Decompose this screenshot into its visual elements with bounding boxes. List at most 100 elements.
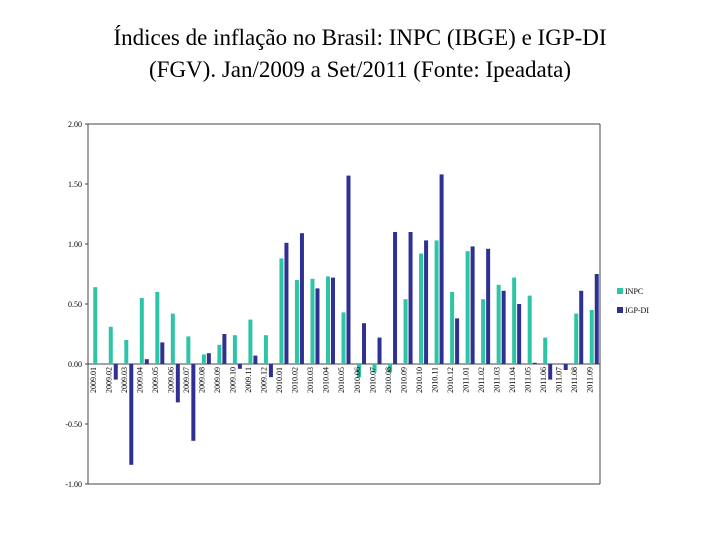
x-tick-label: 2010.03 xyxy=(306,367,315,393)
bar-inpc xyxy=(574,313,579,364)
y-tick-label: 2.00 xyxy=(68,120,82,129)
bar-inpc xyxy=(263,335,268,364)
x-tick-label: 2010.08 xyxy=(384,367,393,393)
bar-igp-di xyxy=(563,364,568,370)
bar-igp-di xyxy=(579,290,584,364)
x-tick-label: 2009.06 xyxy=(167,367,176,393)
bar-igp-di xyxy=(206,353,211,364)
x-tick-label: 2010.06 xyxy=(353,367,362,393)
bar-igp-di xyxy=(517,304,522,364)
bar-igp-di xyxy=(532,362,537,364)
x-tick-label: 2011.08 xyxy=(570,367,579,393)
y-tick-label: -0.50 xyxy=(65,420,82,429)
x-tick-label: 2009.01 xyxy=(89,367,98,393)
x-tick-label: 2010.07 xyxy=(368,367,377,393)
bar-inpc xyxy=(170,313,175,364)
bar-igp-di xyxy=(377,337,382,364)
bar-inpc xyxy=(294,280,299,364)
x-tick-label: 2010.01 xyxy=(275,367,284,393)
y-tick-label: -1.00 xyxy=(65,480,82,489)
x-tick-label: 2011.07 xyxy=(554,367,563,393)
bar-igp-di xyxy=(284,242,289,364)
bar-igp-di xyxy=(486,248,491,364)
bar-igp-di xyxy=(439,174,444,364)
bar-inpc xyxy=(357,364,362,378)
bar-inpc xyxy=(419,253,424,364)
bar-inpc xyxy=(589,310,594,364)
bar-inpc xyxy=(372,364,377,373)
x-tick-label: 2011.05 xyxy=(523,367,532,393)
legend-swatch xyxy=(617,307,623,313)
bar-inpc xyxy=(124,340,129,364)
bar-igp-di xyxy=(346,175,351,364)
chart-title-line-1: Índices de inflação no Brasil: INPC (IBG… xyxy=(113,25,607,50)
legend-label: INPC xyxy=(625,287,643,296)
x-tick-label: 2010.05 xyxy=(337,367,346,393)
x-tick-label: 2010.04 xyxy=(322,367,331,393)
x-tick-label: 2009.04 xyxy=(136,367,145,393)
x-tick-label: 2009.09 xyxy=(213,367,222,393)
x-tick-label: 2011.01 xyxy=(461,367,470,393)
bar-inpc xyxy=(248,319,253,364)
bar-igp-di xyxy=(160,342,165,364)
x-tick-label: 2011.06 xyxy=(539,367,548,393)
bar-inpc xyxy=(139,298,144,364)
bar-inpc xyxy=(388,364,393,373)
bar-igp-di xyxy=(408,232,413,364)
legend-swatch xyxy=(617,288,623,294)
bar-igp-di xyxy=(113,364,118,380)
bar-igp-di xyxy=(424,240,429,364)
bar-igp-di xyxy=(315,288,320,364)
y-tick-label: 1.00 xyxy=(68,240,82,249)
bar-inpc xyxy=(310,278,315,364)
bar-igp-di xyxy=(191,364,196,441)
x-tick-label: 2009.11 xyxy=(244,367,253,393)
x-tick-label: 2010.12 xyxy=(446,367,455,393)
bar-inpc xyxy=(450,292,455,364)
x-tick-label: 2009.05 xyxy=(151,367,160,393)
bar-inpc xyxy=(512,277,517,364)
bar-inpc xyxy=(434,240,439,364)
x-tick-label: 2011.04 xyxy=(508,367,517,393)
bar-inpc xyxy=(217,344,222,364)
bar-igp-di xyxy=(548,364,553,380)
bar-inpc xyxy=(341,312,346,364)
bar-igp-di xyxy=(330,277,335,364)
bar-inpc xyxy=(325,276,330,364)
x-tick-label: 2010.09 xyxy=(399,367,408,393)
x-tick-label: 2010.02 xyxy=(291,367,300,393)
bar-inpc xyxy=(465,251,470,364)
x-tick-label: 2011.09 xyxy=(585,367,594,393)
x-tick-label: 2009.08 xyxy=(198,367,207,393)
bar-inpc xyxy=(543,337,548,364)
bar-igp-di xyxy=(253,355,258,364)
x-tick-label: 2010.10 xyxy=(415,367,424,393)
bar-igp-di xyxy=(175,364,180,403)
bar-igp-di xyxy=(362,323,367,364)
bar-igp-di xyxy=(144,359,149,364)
x-tick-label: 2009.02 xyxy=(105,367,114,393)
bar-inpc xyxy=(93,287,98,364)
chart-title-line-2: (FGV). Jan/2009 a Set/2011 (Fonte: Ipead… xyxy=(149,57,571,82)
bar-igp-di xyxy=(470,246,475,364)
bar-igp-di xyxy=(299,233,304,364)
y-tick-label: 0.50 xyxy=(68,300,82,309)
bar-igp-di xyxy=(222,334,227,364)
x-tick-label: 2009.03 xyxy=(120,367,129,393)
bar-inpc xyxy=(186,336,191,364)
bar-igp-di xyxy=(393,232,398,364)
x-tick-label: 2009.10 xyxy=(229,367,238,393)
bar-inpc xyxy=(527,295,532,364)
bar-igp-di xyxy=(129,364,134,465)
bar-inpc xyxy=(108,326,113,364)
x-tick-label: 2010.11 xyxy=(430,367,439,393)
bar-inpc xyxy=(232,335,237,364)
bar-inpc xyxy=(155,292,160,364)
bar-igp-di xyxy=(501,290,506,364)
bar-igp-di xyxy=(455,318,460,364)
x-tick-label: 2011.02 xyxy=(477,367,486,393)
bar-inpc xyxy=(496,284,501,364)
bar-inpc xyxy=(403,299,408,364)
y-tick-label: 0.00 xyxy=(68,360,82,369)
